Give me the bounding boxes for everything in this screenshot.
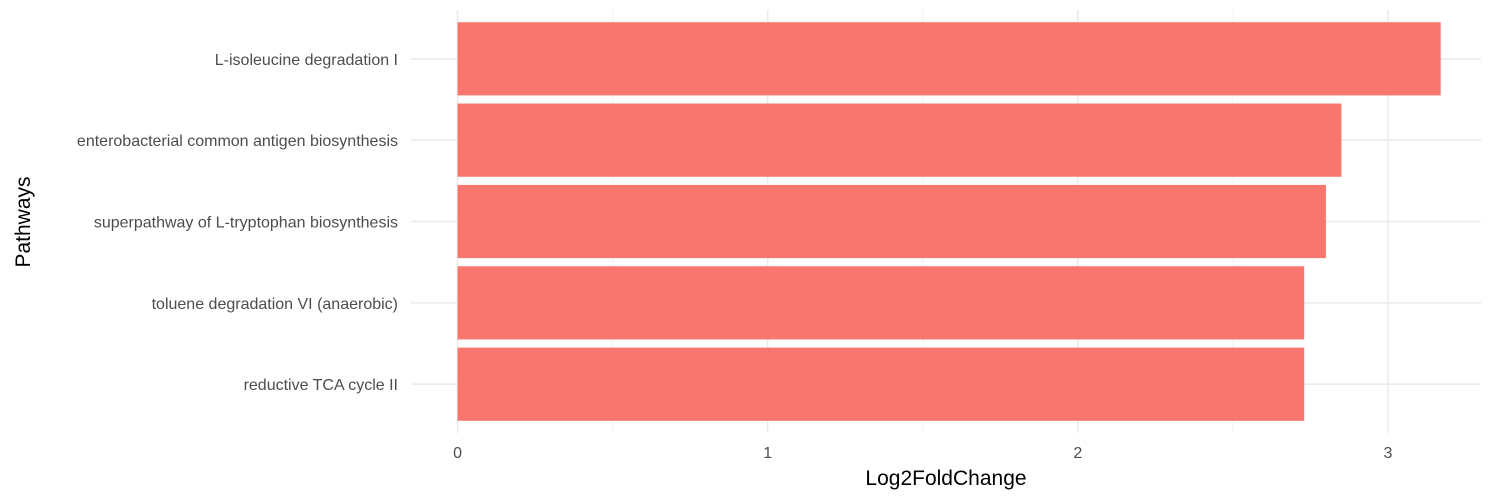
x-tick-label: 2 bbox=[1073, 445, 1082, 462]
x-axis-title: Log2FoldChange bbox=[865, 467, 1026, 490]
y-axis-title: Pathways bbox=[12, 176, 35, 267]
y-tick-label: L-isoleucine degradation I bbox=[215, 52, 398, 69]
y-tick-label: enterobacterial common antigen biosynthe… bbox=[77, 133, 398, 150]
bar bbox=[457, 266, 1305, 340]
x-tick-label: 1 bbox=[763, 445, 772, 462]
bar bbox=[457, 103, 1342, 177]
y-tick-label: toluene degradation VI (anaerobic) bbox=[152, 296, 398, 313]
y-tick-labels: L-isoleucine degradation I enterobacteria… bbox=[77, 52, 398, 394]
bar bbox=[457, 184, 1326, 259]
x-tick-label: 0 bbox=[453, 445, 462, 462]
bar bbox=[457, 22, 1441, 96]
bar bbox=[457, 347, 1305, 421]
x-tick-labels: 0 1 2 3 bbox=[453, 445, 1392, 462]
y-tick-label: superpathway of L-tryptophan biosynthesi… bbox=[94, 215, 398, 232]
y-tick-label: reductive TCA cycle II bbox=[244, 377, 398, 394]
bars bbox=[457, 22, 1441, 421]
x-tick-label: 3 bbox=[1384, 445, 1393, 462]
